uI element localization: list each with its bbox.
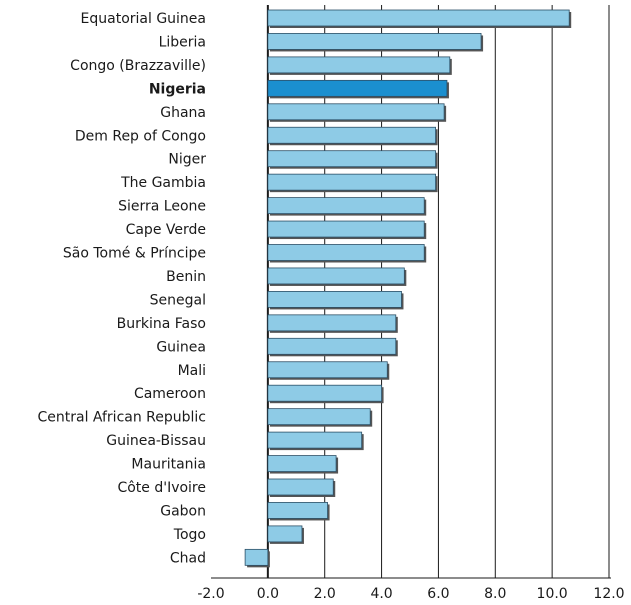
bar <box>267 408 371 426</box>
bar <box>267 337 397 355</box>
category-labels: Equatorial Guinea Liberia Congo (Brazzavil… <box>37 11 206 566</box>
category-label: Mali <box>178 363 206 379</box>
category-label: Benin <box>166 269 206 285</box>
bar <box>267 9 570 27</box>
bar <box>267 33 482 50</box>
category-label: Cameroon <box>134 386 206 402</box>
bars-layer <box>244 9 572 568</box>
category-label: São Tomé & Príncipe <box>63 246 206 262</box>
category-label: Central African Republic <box>37 410 206 426</box>
x-axis-ticks: -2.0 0.0 2.0 4.0 6.0 8.0 10.0 12.0 <box>197 586 624 602</box>
category-label: Nigeria <box>149 81 206 97</box>
bar <box>267 244 425 261</box>
bar <box>267 150 436 168</box>
bar <box>267 455 337 472</box>
bar <box>244 548 269 566</box>
x-tick-label: 0.0 <box>257 586 279 602</box>
x-tick-label: 6.0 <box>427 586 449 602</box>
category-label: Dem Rep of Congo <box>75 128 206 144</box>
category-label: Niger <box>168 152 206 168</box>
bar <box>267 79 448 97</box>
bar <box>267 502 328 519</box>
bar <box>267 290 402 308</box>
x-tick-label: 10.0 <box>537 586 568 602</box>
category-label: Liberia <box>159 34 206 50</box>
category-label: The Gambia <box>120 175 206 191</box>
category-label: Côte d'Ivoire <box>117 480 206 496</box>
bar <box>267 525 303 543</box>
bar <box>267 478 334 496</box>
category-label: Burkina Faso <box>117 316 206 332</box>
category-label: Congo (Brazzaville) <box>70 58 206 74</box>
category-label: Equatorial Guinea <box>81 11 206 27</box>
bar <box>267 431 363 449</box>
bar <box>267 384 382 402</box>
bar <box>267 314 397 332</box>
x-tick-label: 8.0 <box>484 586 506 602</box>
category-label: Gabon <box>160 503 206 519</box>
category-label: Guinea <box>156 339 206 355</box>
category-label: Cape Verde <box>126 222 206 238</box>
category-label: Ghana <box>160 105 206 121</box>
category-label: Senegal <box>150 292 206 308</box>
x-tick-label: -2.0 <box>197 586 224 602</box>
category-label: Sierra Leone <box>118 199 206 215</box>
x-tick-label: 2.0 <box>314 586 336 602</box>
bar <box>267 267 405 285</box>
bar <box>267 103 445 121</box>
category-label: Mauritania <box>131 457 206 473</box>
bar <box>267 173 436 191</box>
category-label: Togo <box>173 527 206 543</box>
x-tick-label: 4.0 <box>370 586 392 602</box>
category-label: Guinea-Bissau <box>106 433 206 449</box>
category-label: Chad <box>170 550 206 566</box>
bar <box>267 220 425 238</box>
bar <box>267 361 388 379</box>
bar <box>267 197 425 215</box>
bar <box>267 56 451 74</box>
x-tick-label: 12.0 <box>593 586 624 602</box>
bar <box>267 126 436 144</box>
